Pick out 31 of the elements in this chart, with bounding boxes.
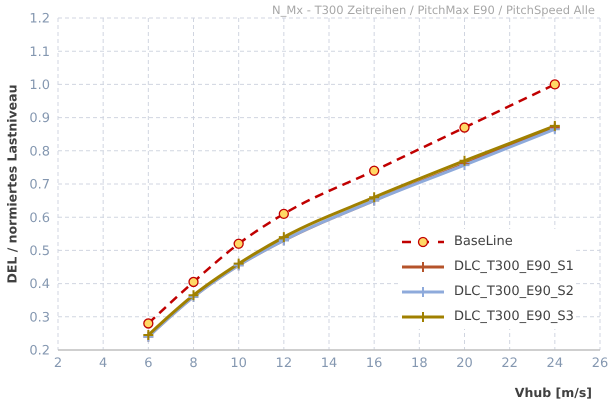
y-tick-label: 0.9 (29, 111, 50, 126)
y-tick-label: 1.1 (29, 44, 50, 60)
x-tick-label: 18 (411, 356, 428, 372)
y-tick-label: 0.8 (29, 144, 50, 160)
y-tick-label: 0.6 (29, 210, 50, 226)
legend-label: DLC_T300_E90_S1 (454, 259, 574, 274)
legend-label: DLC_T300_E90_S2 (454, 284, 574, 299)
x-axis-title: Vhub [m/s] (514, 385, 592, 400)
y-axis-title: DEL / normiertes Lastniveau (4, 84, 20, 284)
x-tick-label: 26 (592, 356, 608, 372)
x-tick-label: 8 (189, 356, 198, 372)
legend-label: DLC_T300_E90_S3 (454, 309, 574, 324)
x-tick-label: 22 (501, 356, 518, 372)
y-tick-label: 0.2 (29, 344, 50, 359)
y-tick-label: 1.2 (29, 12, 50, 27)
chart-title: N_Mx - T300 Zeitreihen / PitchMax E90 / PitchSpeed Alle (272, 3, 595, 17)
y-tick-label: 0.4 (29, 277, 50, 292)
x-tick-label: 6 (144, 356, 152, 372)
y-tick-label: 0.5 (29, 244, 50, 260)
y-tick-label: 1.0 (29, 78, 50, 94)
x-tick-label: 20 (456, 356, 473, 372)
x-tick-label: 4 (99, 356, 108, 372)
x-tick-label: 14 (320, 356, 338, 372)
x-tick-label: 12 (276, 356, 292, 372)
x-tick-label: 16 (366, 356, 382, 372)
x-tick-label: 24 (546, 356, 564, 372)
x-tick-label: 10 (230, 356, 247, 372)
y-tick-label: 0.3 (29, 310, 50, 326)
y-tick-label: 0.7 (29, 178, 50, 193)
x-tick-label: 2 (54, 356, 62, 372)
legend-label: BaseLine (454, 234, 513, 249)
